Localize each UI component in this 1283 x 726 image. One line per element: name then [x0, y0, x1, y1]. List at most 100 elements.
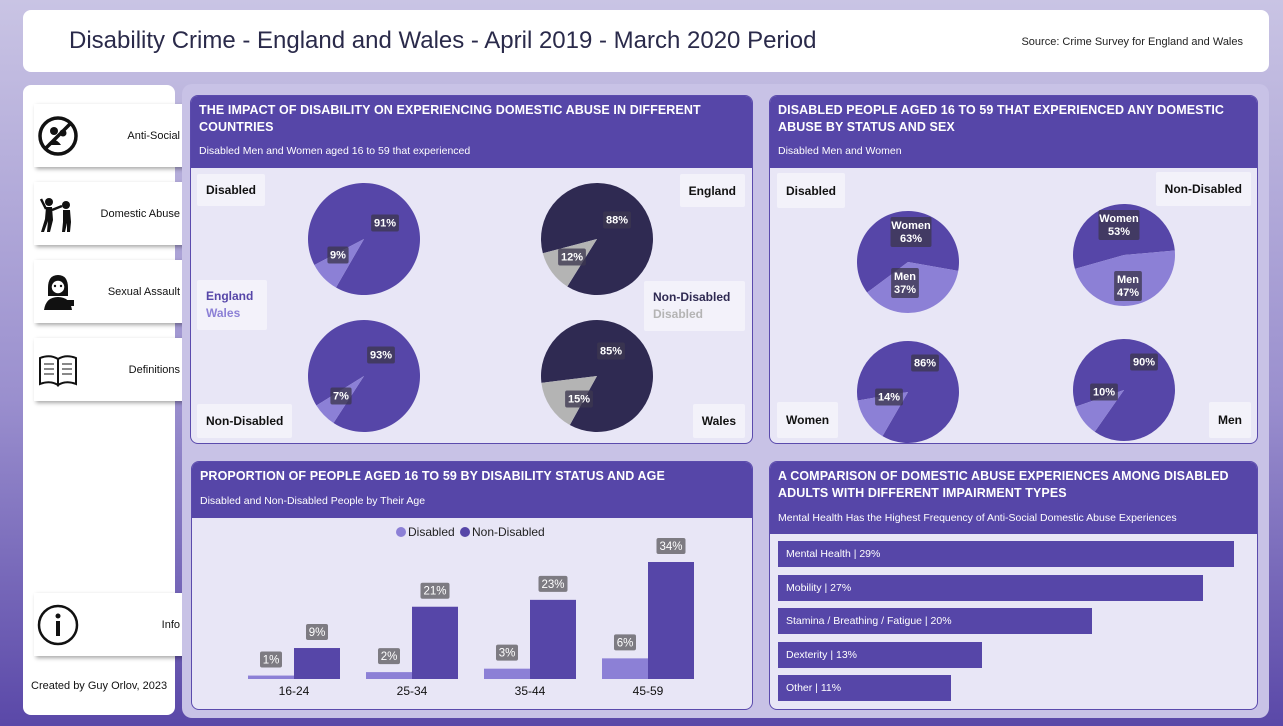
- bar-label-0-0: 1%: [263, 655, 280, 667]
- bar-non-disabled-16-24: [294, 648, 340, 679]
- bar-label-1-3: 34%: [659, 541, 682, 553]
- x-tick-25-34: 25-34: [397, 684, 428, 698]
- bar-label-box-1-2: [538, 575, 568, 592]
- pie-non-disabled-sex-slice-small: [1074, 250, 1175, 307]
- card-disabled-2: Disabled: [777, 173, 846, 208]
- bar-chart-age: Disabled Non-Disabled 1% 9% 16-24 2% 21% 25-34 3…: [248, 525, 694, 698]
- hbar-stamina-breathing-fatigue: Stamina / Breathing / Fatigue | 20%: [778, 608, 1093, 634]
- bar-non-disabled-45-59: [648, 562, 694, 679]
- panel-age-title: PROPORTION OF PEOPLE AGED 16 TO 59 BY DI…: [200, 469, 665, 483]
- pie-non-disabled-england-label-large-box: [367, 346, 395, 364]
- legend-non-disabled-text: Non-Disabled: [472, 525, 545, 539]
- nav-info-button[interactable]: Info: [34, 593, 188, 656]
- x-tick-35-44: 35-44: [515, 684, 546, 698]
- source-note: Source: Crime Survey for England and Wal…: [1021, 36, 1243, 48]
- pie-disabled-sex-slice-large: [857, 211, 959, 293]
- x-tick-45-59: 45-59: [633, 684, 664, 698]
- bar-label-box-0-3: [614, 634, 636, 651]
- pie-disabled-england-slice-large: [308, 183, 420, 295]
- panel-status-sex: DISABLED PEOPLE AGED 16 TO 59 THAT EXPER…: [769, 95, 1258, 444]
- legend-disabled-marker: [396, 527, 406, 537]
- nav-anti-social-button[interactable]: Anti-Social: [34, 104, 188, 167]
- legend-non-disabled-marker: [460, 527, 470, 537]
- bar-label-1-0: 9%: [309, 627, 326, 639]
- bar-label-1-1: 21%: [423, 586, 446, 598]
- bar-non-disabled-25-34: [412, 606, 458, 679]
- pie-non-disabled-sex-label-small-box: [1114, 271, 1142, 301]
- bar-non-disabled-35-44: [530, 599, 576, 679]
- pie-england-status-slice-large: [541, 183, 654, 295]
- x-tick-16-24: 16-24: [279, 684, 310, 698]
- bar-label-box-0-1: [378, 648, 400, 665]
- pie-women-slice-small: [857, 392, 908, 437]
- pie-disabled-sex-label-large: Women 63%: [891, 220, 931, 245]
- no-people-icon: [38, 116, 78, 156]
- hbar-other: Other | 11%: [778, 675, 951, 701]
- nav-domestic-abuse-label: Domestic Abuse: [100, 207, 180, 220]
- pie-non-disabled-sex-label-large: Women 53%: [1099, 213, 1139, 238]
- pie-disabled-england-label-large: 91%: [374, 218, 396, 230]
- hbar-dexterity: Dexterity | 13%: [778, 641, 983, 668]
- pie-disabled-england-label-small: 9%: [330, 250, 346, 262]
- panel-countries-subtitle: Disabled Men and Women aged 16 to 59 tha…: [199, 145, 471, 157]
- sidebar: Anti-Social Domestic Abuse Sexual Assaul…: [23, 85, 188, 715]
- header: Disability Crime - England and Wales - A…: [23, 10, 1269, 72]
- pie-wales-status-label-large-box: [597, 342, 625, 360]
- bar-disabled-45-59: [602, 658, 648, 679]
- pie-men-slice-small: [1075, 390, 1124, 432]
- bar-label-0-2: 3%: [499, 648, 516, 660]
- pie-england-status-label-large-box: [603, 211, 631, 229]
- pie-england-status-label-small: 12%: [561, 252, 583, 264]
- hbar-mobility: Mobility | 27%: [778, 574, 1203, 601]
- pie-women-label-large: 86%: [914, 358, 936, 370]
- bar-label-0-3: 6%: [617, 637, 634, 649]
- legend-disabled: Disabled: [653, 307, 704, 321]
- panel-impairment-title: A COMPARISON OF DOMESTIC ABUSE EXPERIENC…: [778, 469, 1229, 500]
- pie-wales-status-label-small-box: [565, 390, 593, 408]
- pie-disabled-england-label-large-box: [371, 214, 399, 232]
- nav-sexual-assault-label: Sexual Assault: [107, 285, 180, 298]
- book-icon: [39, 355, 77, 387]
- credit-text: Created by Guy Orlov, 2023: [31, 680, 168, 692]
- pie-non-disabled-england-slice-small: [316, 376, 364, 423]
- nav-info-label: Info: [161, 618, 180, 631]
- pie-disabled-sex-label-large-box: [890, 217, 932, 247]
- pie-men-label-large-box: [1130, 353, 1158, 371]
- pie-women-label-small: 14%: [878, 392, 900, 404]
- card-men: Men: [1209, 402, 1251, 438]
- nav-anti-social-label: Anti-Social: [127, 129, 180, 142]
- card-non-disabled: Non-Disabled: [197, 404, 293, 438]
- card-wales: Wales: [692, 404, 745, 438]
- pie-men-slice-large: [1073, 339, 1175, 442]
- pie-non-disabled-sex-label-large-box: [1098, 210, 1140, 240]
- nav-domestic-abuse-button[interactable]: Domestic Abuse: [34, 182, 188, 245]
- bar-label-1-2: 23%: [541, 579, 564, 591]
- pie-wales-status-label-large: 85%: [600, 346, 622, 358]
- pie-non-disabled-england-slice-large: [308, 320, 420, 432]
- victim-icon: [44, 275, 74, 310]
- bar-label-box-0-0: [260, 651, 282, 668]
- bar-label-box-0-2: [496, 644, 518, 661]
- nav-sexual-assault-button[interactable]: Sexual Assault: [34, 260, 188, 323]
- panel-age-subtitle: Disabled and Non-Disabled People by Thei…: [200, 495, 426, 507]
- pie-disabled-sex-label-small: Men 37%: [894, 271, 916, 296]
- card-england: England: [679, 174, 745, 207]
- pie-men-label-large: 90%: [1133, 357, 1155, 369]
- pie-wales-status-label-small: 15%: [568, 394, 590, 406]
- panel-impairment-subtitle: Mental Health Has the Highest Frequency …: [778, 512, 1177, 524]
- panel-impairment-header: A COMPARISON OF DOMESTIC ABUSE EXPERIENC…: [770, 462, 1257, 534]
- bar-label-box-1-0: [306, 624, 328, 641]
- panel-status-sex-subtitle: Disabled Men and Women: [778, 145, 902, 157]
- pie-non-disabled-england-label-small: 7%: [333, 391, 349, 403]
- panel-countries-header: THE IMPACT OF DISABILITY ON EXPERIENCING…: [191, 96, 752, 168]
- pie-england-status-label-small-box: [558, 248, 586, 266]
- pie-wales-status-slice-large: [541, 320, 653, 432]
- panel-age: PROPORTION OF PEOPLE AGED 16 TO 59 BY DI…: [191, 461, 753, 710]
- bar-label-0-1: 2%: [381, 651, 398, 663]
- legend-wales: Wales: [206, 306, 241, 320]
- legend-disabled-text: Disabled: [408, 525, 455, 539]
- panel-status-sex-title: DISABLED PEOPLE AGED 16 TO 59 THAT EXPER…: [778, 103, 1225, 134]
- nav-definitions-button[interactable]: Definitions: [34, 338, 188, 401]
- pie-non-disabled-sex-slice-large: [1073, 204, 1175, 269]
- panel-age-header: PROPORTION OF PEOPLE AGED 16 TO 59 BY DI…: [192, 462, 752, 518]
